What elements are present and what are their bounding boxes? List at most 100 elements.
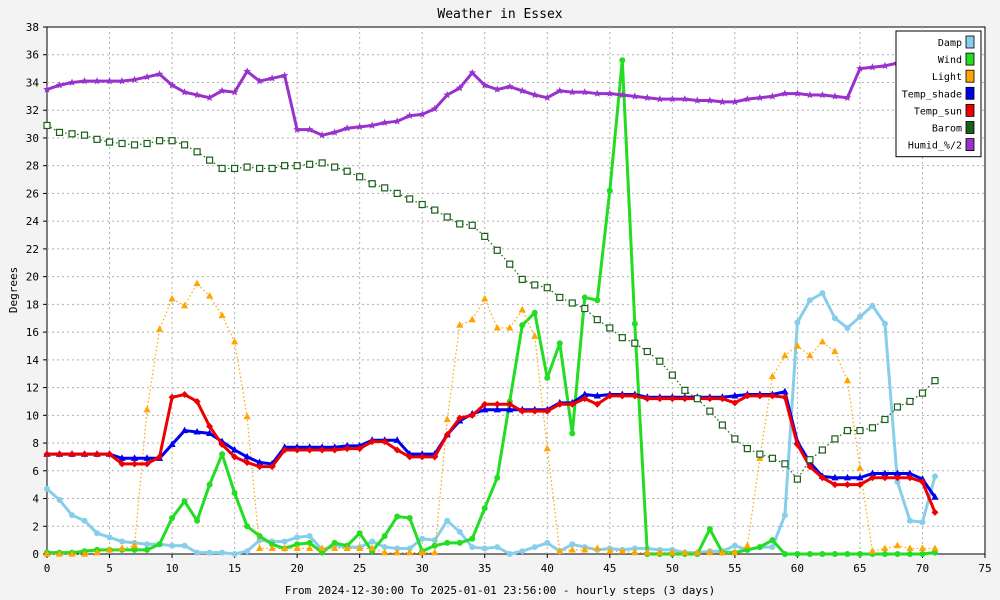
light-point — [893, 541, 902, 549]
damp-point — [506, 551, 513, 557]
damp-point — [381, 544, 388, 551]
wind-point — [231, 489, 238, 496]
light-point — [443, 415, 451, 423]
plot-area — [46, 26, 986, 555]
light-point — [643, 548, 651, 556]
barom-point — [706, 407, 714, 415]
damp-point — [731, 542, 738, 549]
humid-2-point — [293, 125, 301, 133]
x-tick-label: 35 — [478, 562, 491, 575]
temp-shade-point — [856, 473, 864, 481]
light-point — [531, 332, 539, 339]
legend-swatch-damp — [965, 35, 975, 49]
humid-2-point — [656, 95, 664, 103]
wind-point — [856, 551, 863, 557]
y-tick-label: 26 — [26, 187, 39, 200]
barom-point — [656, 357, 664, 365]
light-point — [493, 323, 501, 331]
temp-shade-point — [256, 458, 264, 466]
light-point — [155, 325, 164, 332]
light-point — [906, 544, 914, 552]
temp-sun-point — [668, 395, 676, 403]
wind-point — [919, 551, 926, 557]
light-point — [668, 548, 676, 556]
temp-sun-point — [543, 407, 551, 415]
barom-point — [193, 148, 201, 156]
light-point — [281, 544, 289, 552]
light-point — [243, 412, 251, 420]
humid-2-point — [756, 93, 764, 101]
temp-sun-point — [831, 481, 839, 489]
wind-point — [194, 517, 201, 524]
damp-point — [856, 313, 863, 320]
damp-point — [194, 549, 201, 556]
temp-sun-point — [118, 460, 126, 468]
damp-point — [406, 545, 413, 552]
temp-shade-point — [906, 469, 914, 477]
barom-point — [831, 435, 839, 443]
humid-2-point — [693, 96, 702, 104]
barom-point — [806, 456, 814, 464]
y-axis-label: Degrees — [7, 267, 20, 313]
temp-sun-point — [506, 400, 514, 408]
damp-point — [181, 542, 188, 549]
wind-point — [806, 551, 813, 557]
damp-point — [169, 542, 176, 549]
legend-swatch-humid-2 — [965, 138, 975, 152]
temp-sun-point — [481, 400, 489, 408]
light-point — [543, 444, 551, 452]
damp-point — [306, 532, 313, 539]
barom-point — [668, 371, 676, 379]
wind-point — [456, 539, 463, 546]
y-tick-label: 4 — [32, 493, 39, 506]
x-axis-label: From 2024-12-30:00 To 2025-01-01 23:56:0… — [285, 584, 715, 597]
light-point — [306, 544, 314, 552]
barom-point — [681, 386, 689, 394]
temp-shade-point — [168, 440, 176, 448]
light-point — [768, 372, 776, 380]
barom-point — [856, 426, 864, 435]
temp-sun-point — [81, 450, 89, 458]
humid-2-point — [643, 93, 652, 101]
temp-shade-point — [581, 390, 589, 398]
humid-2-point — [180, 88, 189, 96]
y-tick-label: 22 — [26, 243, 39, 256]
wind-point — [519, 322, 526, 329]
barom-point — [381, 184, 389, 192]
x-tick-label: 60 — [791, 562, 804, 575]
light-point — [518, 305, 526, 313]
x-tick-label: 40 — [541, 562, 554, 575]
barom-point — [631, 339, 639, 347]
wind-point — [794, 551, 801, 557]
temp-sun-point — [256, 463, 264, 471]
y-tick-label: 6 — [32, 465, 39, 478]
humid-2-point — [818, 90, 827, 99]
temp-sun-point — [156, 453, 164, 461]
barom-point — [143, 139, 151, 148]
humid-2-point — [631, 92, 639, 100]
humid-2-point — [268, 74, 276, 82]
damp-point — [81, 517, 88, 524]
temp-sun-point — [781, 393, 789, 401]
light-point — [43, 550, 51, 557]
wind-point — [381, 532, 388, 539]
grid — [47, 27, 985, 554]
wind-point — [169, 514, 176, 521]
humid-2-point — [806, 90, 814, 99]
temp-sun-point — [93, 450, 101, 458]
barom-point — [43, 121, 51, 130]
humid-2-point — [55, 81, 64, 89]
barom-point — [518, 275, 526, 284]
humid-2-point — [130, 75, 139, 83]
wind-point — [244, 523, 251, 530]
damp-point — [831, 315, 838, 322]
light-point — [693, 548, 701, 556]
barom-point — [556, 293, 564, 302]
barom-point — [418, 200, 426, 209]
temp-sun-point — [468, 411, 476, 419]
barom-point — [618, 334, 626, 342]
barom-point — [743, 445, 751, 453]
temp-sun-point — [806, 463, 814, 471]
humid-2-point — [218, 86, 226, 95]
